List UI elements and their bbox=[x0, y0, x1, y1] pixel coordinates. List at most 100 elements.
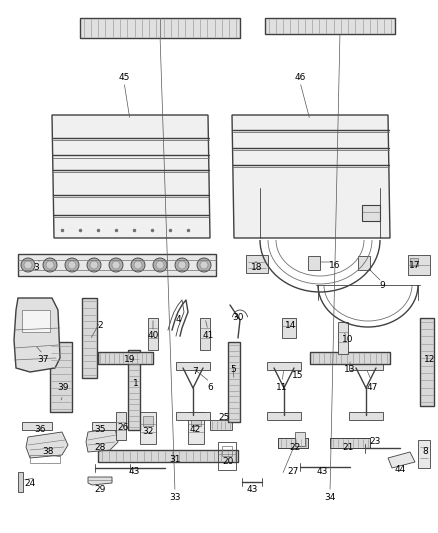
Bar bbox=[358, 256, 370, 270]
Text: 25: 25 bbox=[218, 414, 230, 423]
Text: 21: 21 bbox=[343, 442, 354, 451]
Polygon shape bbox=[86, 428, 118, 452]
Bar bbox=[50, 342, 72, 412]
Bar bbox=[18, 472, 23, 492]
Text: 40: 40 bbox=[147, 330, 159, 340]
Bar bbox=[22, 310, 50, 332]
Bar bbox=[82, 298, 97, 378]
Bar bbox=[222, 446, 232, 456]
Bar bbox=[80, 18, 240, 38]
Bar bbox=[210, 420, 232, 430]
Bar bbox=[50, 342, 72, 412]
Bar bbox=[148, 318, 158, 350]
Bar bbox=[98, 352, 153, 364]
Bar bbox=[92, 422, 122, 430]
Circle shape bbox=[109, 258, 123, 272]
Bar bbox=[188, 412, 204, 444]
Text: 36: 36 bbox=[34, 425, 46, 434]
Text: 46: 46 bbox=[294, 72, 306, 82]
Bar bbox=[349, 412, 383, 420]
Text: 18: 18 bbox=[251, 263, 263, 272]
Text: 43: 43 bbox=[316, 466, 328, 475]
Text: 24: 24 bbox=[25, 479, 35, 488]
Circle shape bbox=[68, 261, 76, 269]
Text: 43: 43 bbox=[246, 486, 258, 495]
Polygon shape bbox=[52, 115, 210, 238]
Circle shape bbox=[175, 258, 189, 272]
Text: 37: 37 bbox=[37, 356, 49, 365]
Bar bbox=[228, 342, 240, 422]
Text: 20: 20 bbox=[223, 457, 234, 466]
Bar bbox=[265, 18, 395, 34]
Text: 35: 35 bbox=[94, 425, 106, 434]
Text: 33: 33 bbox=[169, 494, 181, 503]
Text: 22: 22 bbox=[290, 442, 300, 451]
Polygon shape bbox=[88, 477, 112, 485]
Circle shape bbox=[112, 261, 120, 269]
Polygon shape bbox=[232, 115, 390, 238]
Text: 23: 23 bbox=[369, 438, 381, 447]
Bar bbox=[30, 455, 60, 463]
Bar bbox=[418, 440, 430, 468]
Text: 14: 14 bbox=[285, 321, 297, 330]
Circle shape bbox=[43, 258, 57, 272]
Text: 12: 12 bbox=[424, 356, 436, 365]
Polygon shape bbox=[388, 452, 415, 468]
Bar bbox=[98, 352, 153, 364]
Circle shape bbox=[153, 258, 167, 272]
Bar bbox=[410, 258, 418, 266]
Text: 3: 3 bbox=[33, 262, 39, 271]
Text: 32: 32 bbox=[142, 427, 154, 437]
Bar bbox=[278, 438, 308, 448]
Circle shape bbox=[65, 258, 79, 272]
Text: 38: 38 bbox=[42, 448, 54, 456]
Bar bbox=[98, 450, 238, 462]
Bar bbox=[362, 205, 380, 221]
Text: 1: 1 bbox=[133, 378, 139, 387]
Bar bbox=[420, 318, 434, 406]
Text: 4: 4 bbox=[175, 316, 181, 325]
Circle shape bbox=[21, 258, 35, 272]
Bar bbox=[408, 255, 430, 275]
Bar bbox=[265, 18, 395, 34]
Bar bbox=[128, 350, 140, 430]
Bar bbox=[116, 412, 126, 440]
Text: 10: 10 bbox=[342, 335, 354, 344]
Text: 7: 7 bbox=[192, 367, 198, 376]
Text: 17: 17 bbox=[409, 261, 421, 270]
Bar bbox=[218, 442, 236, 470]
Circle shape bbox=[197, 258, 211, 272]
Circle shape bbox=[87, 258, 101, 272]
Bar bbox=[338, 322, 348, 354]
Text: 47: 47 bbox=[366, 384, 378, 392]
Bar bbox=[308, 256, 320, 270]
Text: 28: 28 bbox=[94, 443, 106, 453]
Bar bbox=[349, 362, 383, 370]
Text: 41: 41 bbox=[202, 330, 214, 340]
Bar bbox=[18, 254, 216, 276]
Text: 8: 8 bbox=[422, 448, 428, 456]
Text: 9: 9 bbox=[379, 280, 385, 289]
Bar bbox=[140, 412, 156, 444]
Circle shape bbox=[156, 261, 164, 269]
Text: 31: 31 bbox=[169, 456, 181, 464]
Bar bbox=[310, 352, 390, 364]
Bar bbox=[267, 362, 301, 370]
Text: 15: 15 bbox=[292, 372, 304, 381]
Text: 27: 27 bbox=[287, 467, 299, 477]
Text: 19: 19 bbox=[124, 356, 136, 365]
Bar bbox=[82, 298, 97, 378]
Bar bbox=[267, 412, 301, 420]
Bar bbox=[200, 318, 210, 350]
Text: 16: 16 bbox=[329, 261, 341, 270]
Bar bbox=[282, 318, 296, 338]
Text: 44: 44 bbox=[394, 465, 406, 474]
Text: 45: 45 bbox=[118, 72, 130, 82]
Circle shape bbox=[134, 261, 142, 269]
Bar bbox=[228, 342, 240, 422]
Bar bbox=[143, 416, 153, 426]
Circle shape bbox=[200, 261, 208, 269]
Bar bbox=[22, 422, 52, 430]
Text: 11: 11 bbox=[276, 384, 288, 392]
Bar bbox=[330, 438, 370, 448]
